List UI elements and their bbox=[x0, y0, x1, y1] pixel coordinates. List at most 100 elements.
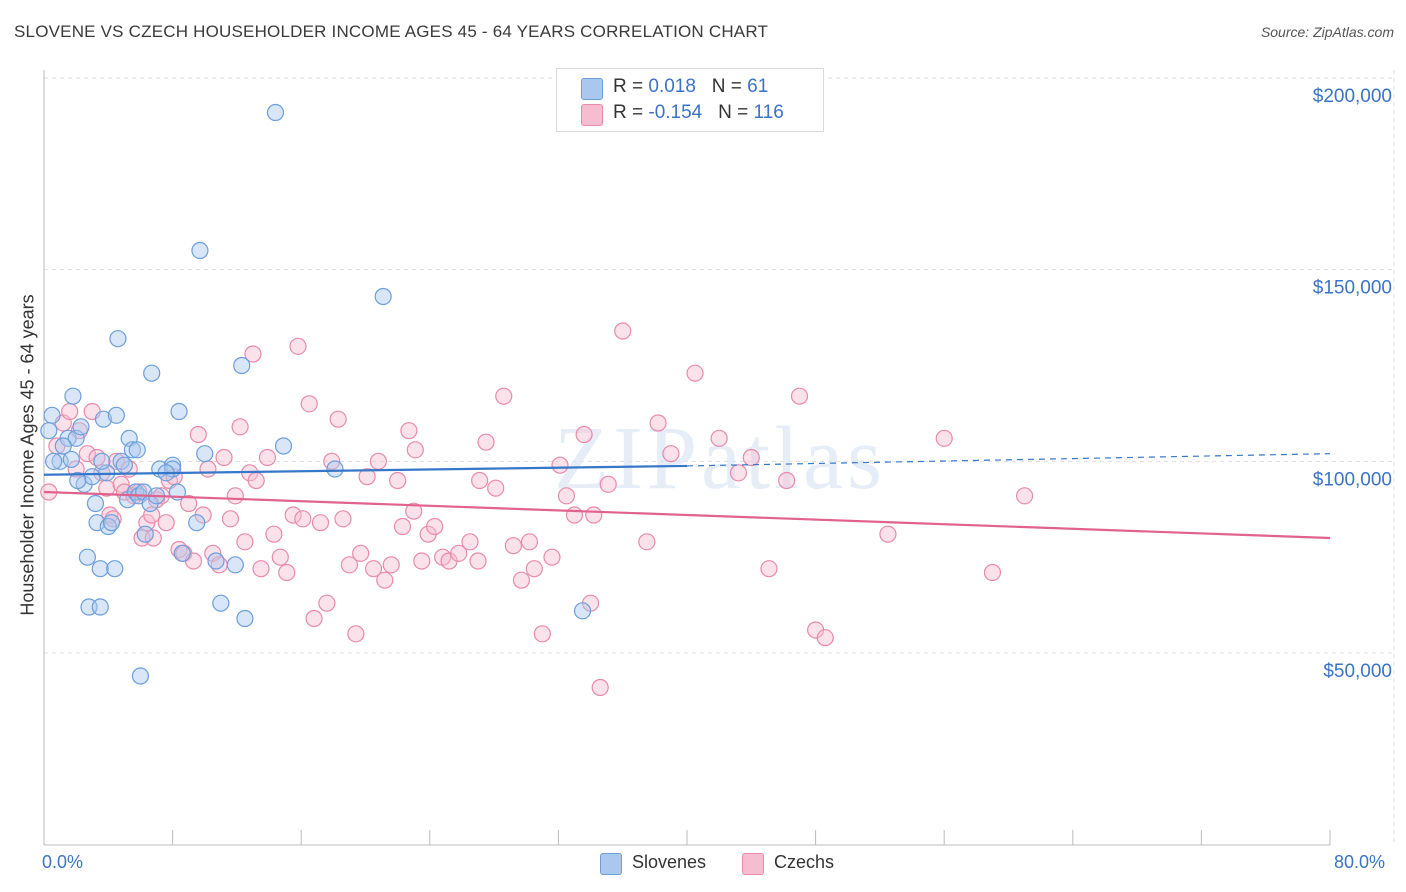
czechs-point bbox=[400, 422, 418, 440]
slovenes-point bbox=[72, 418, 90, 436]
slovenes-point bbox=[212, 594, 230, 612]
slovenes-point bbox=[226, 556, 244, 574]
watermark-text: ZIPatlas bbox=[554, 409, 886, 508]
czechs-point bbox=[520, 533, 539, 551]
czechs-point bbox=[471, 471, 489, 490]
czechs-point bbox=[189, 425, 207, 444]
czechs-point bbox=[742, 448, 760, 467]
czechs-point bbox=[426, 517, 444, 536]
czechs-point bbox=[294, 510, 312, 528]
czechs-point bbox=[710, 429, 728, 447]
legend-r-value: -0.154 bbox=[648, 102, 703, 123]
y-tick-label: $50,000 bbox=[1323, 661, 1392, 682]
czechs-point bbox=[289, 337, 307, 355]
slovenes-point bbox=[236, 609, 254, 628]
czechs-point bbox=[244, 345, 262, 363]
slovenes-point bbox=[573, 602, 592, 620]
slovenes-point bbox=[45, 452, 63, 470]
slovenes-point bbox=[128, 441, 146, 459]
legend-r-value: 0.018 bbox=[648, 76, 696, 97]
czechs-point bbox=[271, 548, 289, 566]
czechs-point bbox=[477, 433, 495, 451]
y-tick-label: $100,000 bbox=[1313, 469, 1392, 490]
legend-n-value: 116 bbox=[753, 102, 784, 123]
legend-r-label: R = bbox=[613, 76, 649, 97]
source-label: Source: ZipAtlas.com bbox=[1260, 24, 1394, 40]
czechs-point bbox=[879, 525, 897, 543]
czechs-point bbox=[533, 625, 551, 643]
czechs-point bbox=[487, 479, 505, 497]
slovenes-point bbox=[173, 544, 191, 562]
slovenes-point bbox=[62, 450, 80, 469]
slovenes-point bbox=[274, 437, 293, 455]
czechs-point bbox=[199, 460, 217, 478]
czechs-point bbox=[364, 560, 383, 578]
slovenes-point bbox=[123, 441, 142, 459]
legend-n-value: 61 bbox=[747, 76, 769, 97]
czechs-point bbox=[231, 418, 249, 436]
czechs-point bbox=[318, 594, 336, 612]
czechs-point bbox=[575, 425, 593, 444]
czechs-point bbox=[557, 487, 576, 505]
slovenes-point bbox=[326, 460, 344, 478]
czechs-point bbox=[358, 468, 376, 486]
czechs-point bbox=[265, 525, 283, 543]
czechs-point bbox=[495, 387, 513, 405]
slovenes-point bbox=[136, 525, 154, 543]
y-tick-label: $150,000 bbox=[1313, 278, 1392, 299]
czechs-point bbox=[393, 517, 412, 536]
czechs-point bbox=[61, 402, 79, 421]
slovenes-point bbox=[93, 452, 111, 470]
y-tick-labels: $50,000 $100,000 $150,000 $200,000 bbox=[1313, 86, 1392, 682]
czechs-point bbox=[329, 410, 347, 428]
slovenes-point bbox=[40, 422, 58, 440]
slovenes-trend-line bbox=[43, 464, 688, 476]
slovenes-point bbox=[374, 287, 392, 306]
czechs-legend-swatch bbox=[742, 853, 764, 875]
czechs-point bbox=[461, 533, 479, 551]
czechs-point bbox=[504, 537, 522, 555]
x-tick-label-max: 80.0% bbox=[1334, 852, 1386, 872]
czechs-point bbox=[340, 556, 359, 574]
slovenes-point bbox=[78, 548, 97, 566]
czechs-points bbox=[40, 322, 1034, 697]
czechs-point bbox=[258, 448, 277, 467]
slovenes-point bbox=[83, 468, 101, 486]
slovenes-point bbox=[115, 456, 133, 474]
czechs-point bbox=[305, 609, 323, 628]
czechs-point bbox=[221, 510, 240, 528]
slovenes-point bbox=[143, 364, 161, 382]
czechs-point bbox=[180, 494, 198, 513]
slovenes-point bbox=[109, 330, 127, 348]
slovenes-point bbox=[233, 356, 251, 375]
czechs-trend-line bbox=[43, 490, 1331, 540]
czechs-point bbox=[406, 441, 424, 459]
czechs-point bbox=[382, 556, 400, 574]
czechs-point bbox=[469, 552, 487, 570]
czechs-point bbox=[300, 395, 318, 413]
czechs-point bbox=[247, 471, 265, 490]
czechs-point bbox=[284, 506, 302, 524]
slovenes-swatch bbox=[581, 78, 603, 100]
czechs-point bbox=[662, 445, 680, 463]
czechs-point bbox=[599, 475, 617, 493]
czechs-point bbox=[614, 322, 632, 340]
czechs-point bbox=[311, 514, 330, 532]
czechs-point bbox=[107, 452, 125, 470]
slovenes-trend-extension bbox=[686, 453, 1331, 467]
legend-row-slovenes: R = 0.018 N = 61 bbox=[581, 76, 768, 100]
slovenes-point bbox=[69, 471, 87, 490]
czechs-point bbox=[816, 629, 834, 647]
slovenes-legend-label: Slovenes bbox=[632, 852, 707, 872]
czechs-point bbox=[157, 514, 175, 532]
legend-r-label: R = bbox=[613, 102, 649, 123]
czechs-point bbox=[686, 364, 704, 382]
czechs-point bbox=[778, 471, 796, 490]
slovenes-point bbox=[86, 494, 105, 513]
czechs-point bbox=[551, 456, 569, 474]
czechs-point bbox=[347, 625, 365, 643]
slovenes-point bbox=[88, 514, 106, 532]
slovenes-points bbox=[40, 103, 592, 685]
czechs-point bbox=[525, 560, 543, 578]
